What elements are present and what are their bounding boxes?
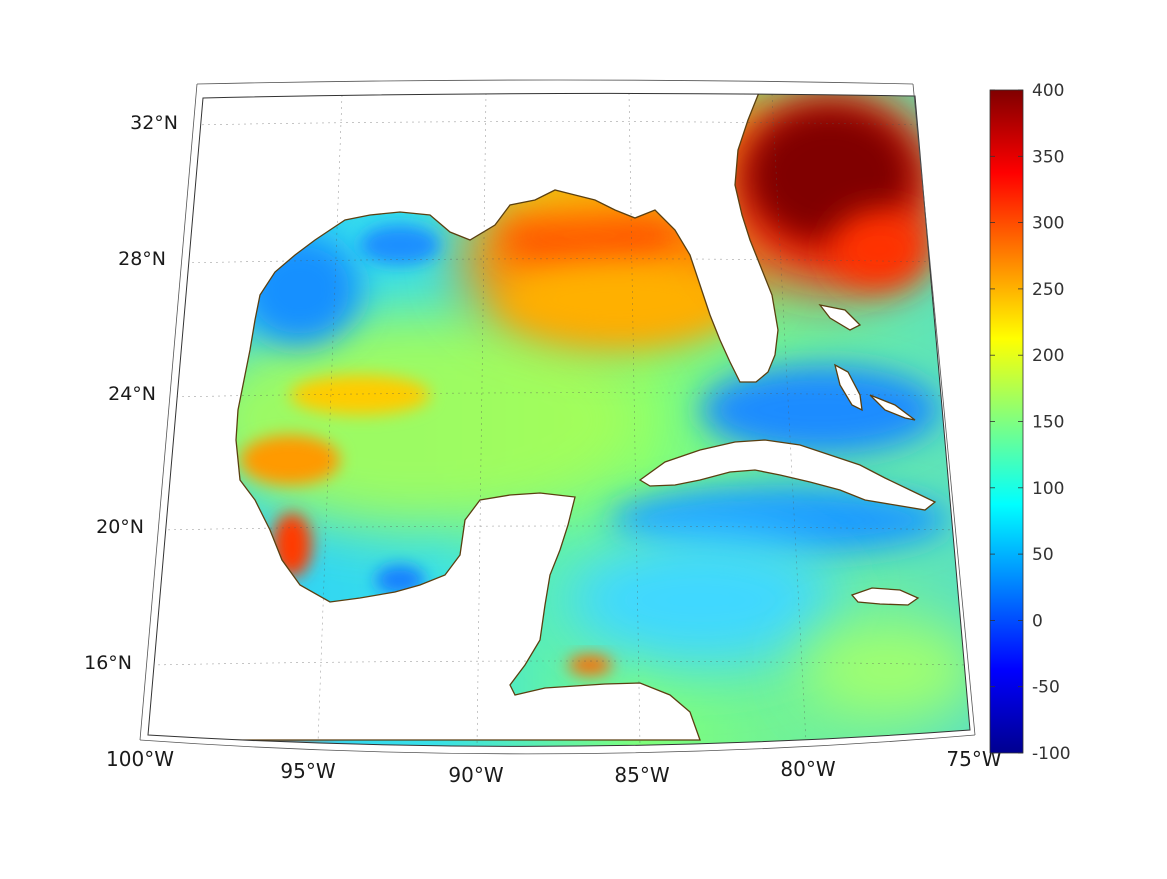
colorbar-tick-label: 100	[1032, 479, 1064, 499]
colorbar-gradient	[989, 89, 1024, 754]
colorbar-tick-label: 50	[1032, 545, 1054, 565]
colorbar-tick-label: 300	[1032, 214, 1064, 234]
map-frame	[139, 79, 976, 755]
colorbar-tick-label: -50	[1032, 678, 1060, 698]
lat-label: 28°N	[118, 248, 166, 270]
lat-label: 24°N	[108, 383, 156, 405]
coastline-jamaica	[850, 587, 920, 606]
data-field	[148, 93, 970, 747]
coastline-bahamas	[834, 363, 863, 412]
colorbar-tick-label: 400	[1032, 81, 1064, 101]
lon-label: 85°W	[614, 763, 669, 787]
coastline-north-america	[148, 93, 779, 741]
coastline-cuba	[638, 439, 937, 511]
colorbar-ticks: 400 350 300 250 200 150 100 50 0 -50 -100	[990, 81, 1071, 764]
lon-label: 100°W	[106, 747, 174, 771]
latitude-labels: 32°N 28°N 24°N 20°N 16°N	[84, 112, 178, 674]
colorbar-tick-label: 0	[1032, 611, 1043, 631]
colorbar: 400 350 300 250 200 150 100 50 0 -50 -100	[989, 81, 1071, 764]
land-masses	[148, 93, 937, 741]
lon-label: 95°W	[280, 759, 335, 783]
colorbar-tick-label: 250	[1032, 280, 1064, 300]
colorbar-tick-label: -100	[1032, 744, 1071, 764]
colorbar-tick-label: 150	[1032, 413, 1064, 433]
lat-label: 32°N	[130, 112, 178, 134]
longitude-labels: 100°W 95°W 90°W 85°W 80°W 75°W	[106, 747, 1002, 787]
lon-label: 80°W	[780, 757, 835, 781]
lon-label: 90°W	[448, 763, 503, 787]
colorbar-tick-label: 350	[1032, 147, 1064, 167]
lat-label: 20°N	[96, 516, 144, 538]
colorbar-tick-label: 200	[1032, 346, 1064, 366]
lat-label: 16°N	[84, 652, 132, 674]
